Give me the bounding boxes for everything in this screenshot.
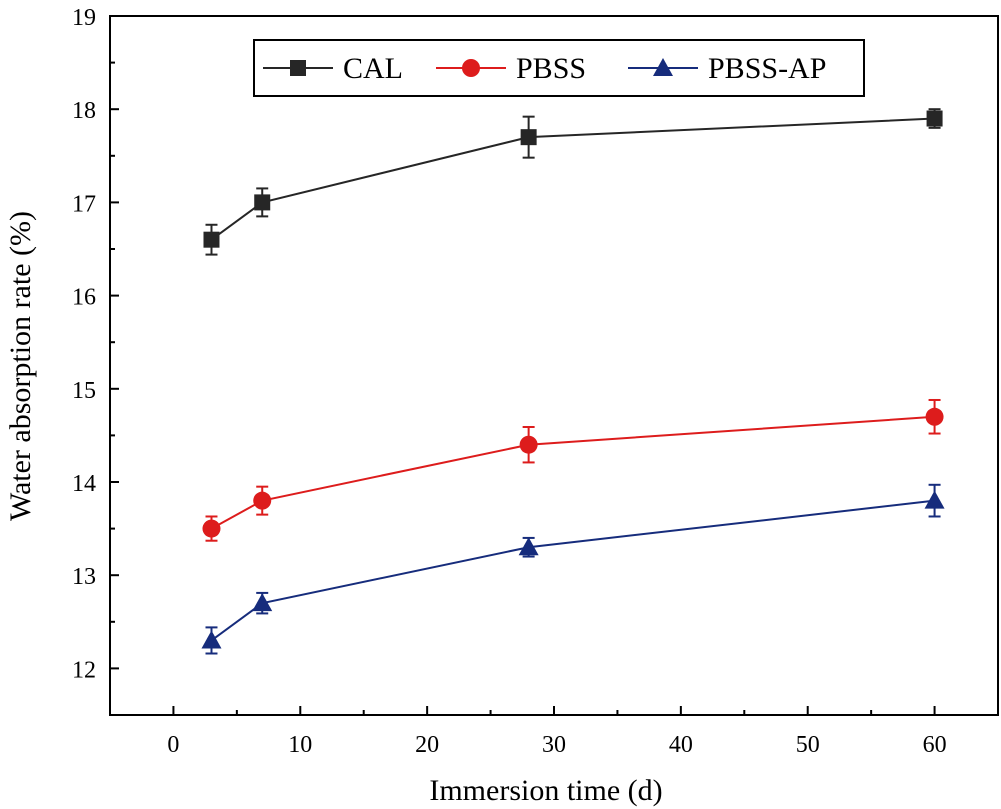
legend-box xyxy=(253,39,865,97)
legend-swatch-marker xyxy=(462,59,480,77)
pbss-ap-point xyxy=(518,537,539,556)
legend-item-cal: CAL xyxy=(263,52,403,85)
pbss-point xyxy=(925,407,944,426)
series-pbss xyxy=(202,398,944,542)
y-tick-label: 18 xyxy=(72,98,96,124)
y-tick-label: 15 xyxy=(72,378,96,404)
x-axis-title: Immersion time (d) xyxy=(429,774,662,807)
pbss-point xyxy=(253,491,272,510)
pbss-line xyxy=(211,415,935,530)
legend-item-pbss-ap: PBSS-AP xyxy=(628,52,826,85)
y-tick-label: 19 xyxy=(72,5,96,31)
cal-point xyxy=(520,129,537,146)
x-tick-label: 50 xyxy=(796,732,820,758)
series-cal xyxy=(203,108,943,256)
pbss-point xyxy=(202,519,221,538)
pbss-ap-point xyxy=(252,593,273,612)
y-tick-label: 17 xyxy=(72,191,96,217)
legend-label: PBSS-AP xyxy=(708,52,826,85)
y-axis-title: Water absorption rate (%) xyxy=(4,211,37,521)
legend: CAL PBSS PBSS-AP xyxy=(253,39,865,97)
x-tick-label: 40 xyxy=(669,732,693,758)
cal-point xyxy=(203,231,220,248)
y-tick-label: 13 xyxy=(72,564,96,590)
series-layer xyxy=(201,108,945,655)
plot-area: 0 10 20 30 40 50 60 12 13 14 15 16 17 18 19 xyxy=(72,5,999,758)
legend-item-pbss: PBSS xyxy=(436,52,586,85)
x-tick-label: 10 xyxy=(288,732,312,758)
pbss-ap-line xyxy=(210,499,935,642)
y-tick-label: 12 xyxy=(72,657,96,683)
cal-point xyxy=(254,194,271,211)
y-tick-label: 16 xyxy=(72,285,96,311)
x-tick-label: 20 xyxy=(415,732,439,758)
cal-line xyxy=(210,117,935,241)
cal-point xyxy=(926,110,943,127)
pbss-point xyxy=(519,435,538,454)
legend-swatch-marker xyxy=(653,58,673,76)
y-tick-label: 14 xyxy=(72,471,96,497)
y-axis: 12 13 14 15 16 17 18 19 xyxy=(72,5,119,716)
pbss-ap-point xyxy=(201,630,222,649)
series-pbss-ap xyxy=(201,483,945,655)
pbss-ap-point xyxy=(924,490,945,509)
legend-swatch-marker xyxy=(290,60,306,76)
x-tick-label: 0 xyxy=(167,732,179,758)
legend-label: PBSS xyxy=(516,52,586,85)
x-tick-label: 60 xyxy=(923,732,947,758)
legend-items: CAL PBSS PBSS-AP xyxy=(263,52,826,85)
legend-label: CAL xyxy=(343,52,403,85)
x-tick-label: 30 xyxy=(542,732,566,758)
x-axis: 0 10 20 30 40 50 60 xyxy=(109,706,947,758)
